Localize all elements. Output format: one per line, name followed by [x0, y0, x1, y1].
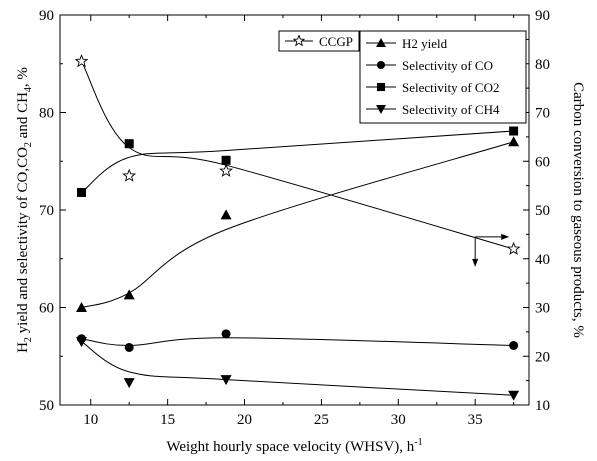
legend-label-h2-yield: H2 yield	[402, 36, 448, 51]
y-right-tick-label: 30	[535, 301, 550, 317]
point-h2-yield	[220, 209, 232, 220]
point-h2-yield	[508, 136, 520, 147]
y-right-tick-label: 80	[535, 57, 550, 73]
y-left-tick-label: 70	[39, 203, 54, 219]
point-ccgp	[219, 163, 233, 177]
y-right-tick-label: 90	[535, 8, 550, 24]
point-selectivity-of-co2	[77, 187, 87, 197]
point-ccgp	[122, 168, 137, 182]
legend-marker-ccgp	[292, 34, 306, 47]
point-selectivity-of-ch4	[508, 390, 520, 401]
curves-layer	[81, 61, 514, 396]
x-tick-label: 30	[391, 412, 406, 428]
legend-marker-selectivity-of-co2	[376, 82, 386, 92]
curve-h2-yield	[81, 141, 514, 308]
legend-marker-h2-yield	[376, 38, 386, 48]
y-right-tick-label: 20	[535, 349, 550, 365]
x-tick-label: 10	[83, 412, 98, 428]
x-tick-label: 25	[314, 412, 329, 428]
annotation-layer	[472, 233, 510, 267]
point-selectivity-of-co	[221, 329, 231, 339]
x-axis-label: Weight hourly space velocity (WHSV), h-1	[166, 437, 422, 455]
y-right-tick-label: 50	[535, 203, 550, 219]
y-right-tick-label: 40	[535, 252, 550, 268]
point-selectivity-of-co2	[124, 139, 134, 149]
point-ccgp	[74, 54, 89, 68]
point-selectivity-of-ch4	[76, 337, 88, 348]
point-selectivity-of-co	[509, 341, 519, 351]
y-left-tick-label: 80	[39, 106, 54, 122]
curve-ccgp	[81, 61, 514, 250]
point-selectivity-of-ch4	[220, 375, 232, 386]
legend-layer: CCGP H2 yield Selectivity of CO Selectivity…	[278, 30, 527, 124]
x-tick-label: 20	[237, 412, 252, 428]
point-selectivity-of-co2	[221, 155, 231, 165]
x-tick-label: 35	[468, 412, 483, 428]
point-selectivity-of-co	[124, 342, 134, 352]
legend-label-selectivity-of-ch4: Selectivity of CH4	[402, 102, 500, 117]
markers-layer	[74, 54, 521, 401]
axis-labels-layer: Weight hourly space velocity (WHSV), h-1…	[15, 67, 586, 455]
legend-marker-selectivity-of-co	[376, 60, 386, 70]
y-right-tick-label: 60	[535, 154, 550, 170]
legend-marker-selectivity-of-ch4	[376, 104, 386, 114]
legend-label-ccgp: CCGP	[319, 34, 353, 49]
point-selectivity-of-co2	[509, 126, 519, 136]
curve-selectivity-of-co	[81, 337, 514, 347]
legend-label-selectivity-of-co: Selectivity of CO	[402, 58, 493, 73]
point-h2-yield	[123, 289, 135, 300]
y-left-tick-label: 60	[39, 301, 54, 317]
annotation-arrow-head-right	[501, 233, 510, 240]
y-right-tick-label: 10	[535, 398, 550, 414]
y-right-axis-label: Carbon conversion to gaseous products, %	[570, 82, 586, 338]
legend-label-selectivity-of-co2: Selectivity of CO2	[402, 80, 500, 95]
point-h2-yield	[76, 302, 88, 312]
y-left-axis-label: H2 yield and selectivity of CO,CO2 and C…	[15, 67, 34, 353]
y-right-tick-label: 70	[535, 106, 550, 122]
curve-selectivity-of-co2	[81, 130, 514, 193]
curve-selectivity-of-ch4	[81, 341, 514, 396]
point-selectivity-of-ch4	[123, 378, 135, 389]
point-ccgp	[506, 241, 521, 255]
ticks-layer: 10 15 20 25 30 35 50 60 70 80 90 10 20 30 40 50 60 70 80 90	[39, 8, 550, 428]
y-left-tick-label: 90	[39, 8, 54, 24]
x-tick-label: 15	[160, 412, 175, 428]
legend-box-left-axis	[359, 30, 527, 124]
y-left-tick-label: 50	[39, 398, 54, 414]
annotation-arrow-head-down	[472, 258, 479, 267]
